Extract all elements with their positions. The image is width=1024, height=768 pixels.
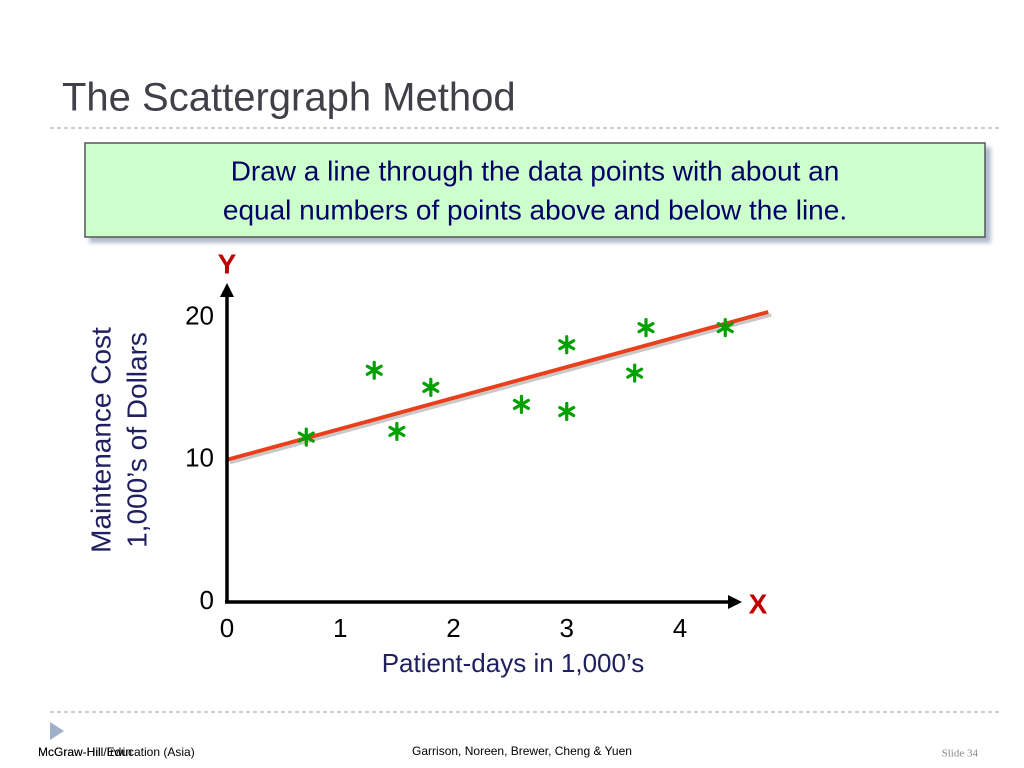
y-tick-label: 10 xyxy=(185,443,214,473)
data-point xyxy=(637,318,655,338)
callout-text: equal numbers of points above and below … xyxy=(223,194,847,225)
data-point xyxy=(422,377,440,397)
y-axis-arrow xyxy=(220,283,234,297)
y-tick-label: 20 xyxy=(185,301,214,331)
x-tick-label: 1 xyxy=(333,613,347,643)
x-tick-label: 2 xyxy=(446,613,460,643)
y-tick-label: 0 xyxy=(200,585,214,615)
data-point xyxy=(297,427,315,447)
x-tick-label: 0 xyxy=(220,613,234,643)
data-point xyxy=(388,421,406,442)
data-point xyxy=(626,363,644,383)
footer-left: McGraw-Hill Education (Asia) xyxy=(38,745,195,759)
x-axis-name: X xyxy=(749,588,768,619)
trend-line xyxy=(226,310,769,462)
data-point xyxy=(558,401,576,422)
x-axis-arrow xyxy=(728,595,742,609)
x-axis-label: Patient-days in 1,000’s xyxy=(382,648,645,678)
trend-line-shadow xyxy=(229,313,772,465)
slide-number: Slide 34 xyxy=(942,748,979,760)
x-tick-label: 3 xyxy=(560,613,574,643)
y-axis-label: 1,000’s of Dollars xyxy=(121,332,152,548)
footer-left: McGraw-Hill/Irwin xyxy=(38,745,132,759)
y-axis-name: Y xyxy=(218,248,237,279)
callout-box xyxy=(84,142,986,238)
plot: 0 10 20 0 1 2 3 4 xyxy=(185,283,772,643)
x-tick-label: 4 xyxy=(673,613,687,643)
slide-title: The Scattergraph Method xyxy=(62,76,516,120)
data-point xyxy=(558,335,576,355)
footer-center: Garrison, Noreen, Brewer, Cheng & Yuen xyxy=(412,744,632,758)
bullet xyxy=(50,722,64,740)
y-axis-label: Maintenance Cost xyxy=(85,327,116,553)
callout-text: Draw a line through the data points with… xyxy=(231,155,840,186)
data-point xyxy=(716,318,734,338)
data-point xyxy=(512,394,530,415)
data-point xyxy=(365,360,383,380)
